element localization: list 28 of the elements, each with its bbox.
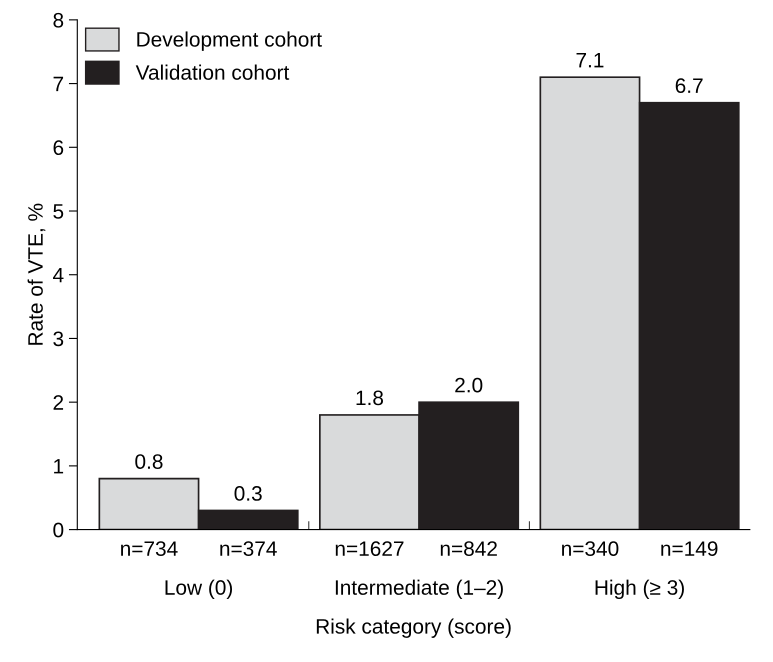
y-tick-label: 5 [53, 204, 64, 219]
text: n=340 [562, 541, 618, 556]
y-tick-label: 2 [54, 395, 64, 410]
text: n=842 [440, 541, 497, 556]
x-tick-label: Low (0) [166, 580, 232, 600]
data-label: 6.7 [676, 78, 703, 94]
legend-label: Development cohort [137, 31, 322, 51]
y-tick-label: 8 [53, 12, 64, 28]
text: n=149 [661, 541, 718, 556]
text: n=374 [220, 541, 277, 556]
text: n=1627 [336, 541, 404, 556]
text: n=734 [121, 541, 178, 556]
y-tick-label: 1 [54, 459, 64, 474]
data-label: 7.1 [576, 52, 604, 68]
data-label: 0.3 [234, 486, 262, 501]
y-tick-label: 6 [54, 140, 64, 156]
y-tick-label: 0 [53, 522, 64, 538]
y-tick-label: 3 [53, 331, 64, 346]
x-axis-title: Risk category (score) [316, 618, 511, 638]
data-label: 0.8 [135, 454, 163, 469]
y-axis-title: Rate of VTE, % [28, 204, 46, 345]
legend-label: Validation cohort [136, 64, 290, 80]
y-tick-label: 7 [54, 76, 64, 92]
data-label: 2.0 [455, 378, 482, 392]
x-tick-label: Intermediate (1–2) [336, 580, 503, 600]
x-tick-label: High (≥ 3) [596, 580, 684, 600]
y-tick-label: 4 [53, 268, 64, 282]
data-label: 1.8 [356, 390, 384, 406]
